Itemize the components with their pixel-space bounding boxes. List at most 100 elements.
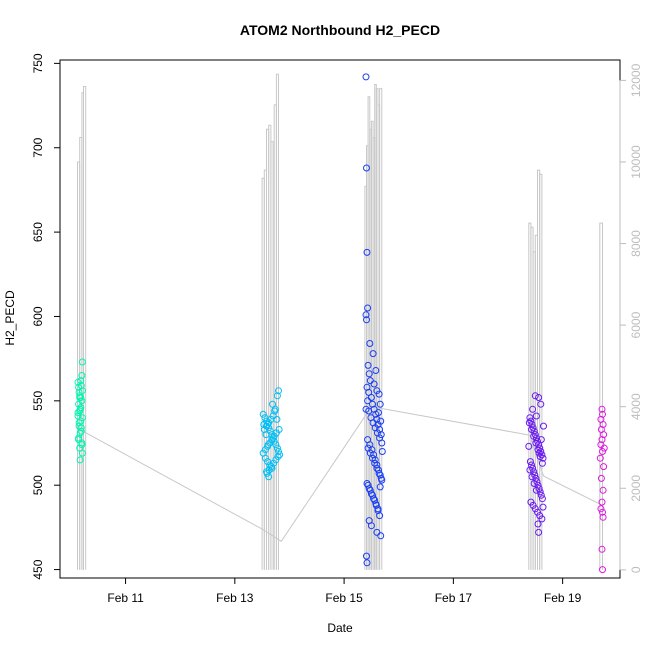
data-point — [600, 463, 608, 471]
data-point — [77, 417, 85, 425]
data-point — [78, 449, 86, 457]
data-point — [599, 486, 607, 494]
y-tick-label: 700 — [31, 137, 45, 157]
data-point — [260, 421, 268, 428]
data-point — [600, 444, 608, 452]
data-point — [78, 414, 86, 422]
data-point — [273, 415, 281, 423]
data-point — [76, 407, 84, 415]
data-point — [528, 473, 536, 481]
data-point — [275, 448, 282, 455]
data-point — [537, 491, 545, 499]
data-point — [599, 448, 606, 455]
data-point — [269, 434, 277, 442]
data-point — [528, 426, 535, 433]
data-point — [377, 431, 385, 439]
data-point — [525, 419, 533, 427]
data-point — [376, 512, 384, 520]
x-axis-label: Date — [327, 621, 353, 635]
data-point — [77, 382, 85, 390]
gray-spike — [379, 88, 383, 570]
data-point — [376, 400, 384, 408]
data-point — [599, 421, 607, 428]
data-point — [76, 456, 84, 464]
data-point — [276, 451, 284, 459]
data-point — [376, 483, 384, 491]
data-point — [526, 466, 534, 474]
data-point — [534, 446, 542, 454]
data-point — [526, 458, 534, 466]
data-point — [535, 394, 543, 401]
data-point — [528, 461, 535, 469]
x-tick-label: Feb 17 — [435, 591, 473, 605]
data-point — [377, 474, 385, 482]
data-point — [75, 436, 83, 444]
data-point — [537, 436, 545, 444]
data-point — [364, 397, 372, 405]
data-point — [370, 380, 378, 388]
points-layer — [74, 73, 608, 574]
data-point — [366, 340, 374, 347]
y2-tick-label: 10000 — [629, 145, 643, 179]
data-point — [262, 431, 270, 439]
data-point — [538, 515, 546, 523]
data-point — [378, 448, 386, 455]
y-tick-label: 650 — [31, 222, 45, 242]
data-point — [275, 387, 282, 395]
y2-tick-label: 12000 — [629, 63, 643, 97]
data-point — [532, 486, 540, 494]
data-point — [539, 503, 547, 511]
y2-tick-label: 4000 — [629, 393, 643, 420]
data-point — [362, 405, 370, 413]
data-point — [74, 409, 82, 417]
data-point — [78, 372, 86, 379]
y-tick-label: 750 — [31, 53, 45, 73]
data-point — [532, 439, 540, 447]
data-point — [529, 405, 537, 413]
data-point — [535, 528, 543, 536]
data-point — [535, 449, 543, 457]
data-point — [376, 471, 384, 479]
data-point — [597, 505, 605, 513]
data-point — [378, 439, 386, 447]
data-point — [78, 358, 86, 366]
data-point — [540, 422, 547, 430]
data-point — [598, 498, 606, 506]
data-point — [363, 248, 371, 256]
data-point — [264, 441, 272, 449]
x-tick-label: Feb 13 — [216, 591, 254, 605]
data-point — [373, 461, 381, 469]
data-point — [537, 400, 545, 408]
y-tick-label: 500 — [31, 475, 45, 495]
data-point — [538, 459, 546, 467]
data-point — [372, 367, 380, 374]
data-point — [264, 421, 272, 428]
gray-spike — [83, 86, 87, 570]
data-point — [363, 316, 370, 324]
data-point — [363, 164, 370, 172]
data-point — [76, 429, 84, 437]
data-point — [526, 414, 534, 422]
gray-line-layer — [77, 73, 603, 570]
data-point — [77, 377, 85, 385]
data-point — [265, 466, 273, 474]
data-point — [373, 387, 381, 395]
data-point — [531, 392, 539, 400]
data-point — [598, 545, 606, 553]
data-point — [536, 444, 544, 452]
chart-title: ATOM2 Northbound H2_PECD — [240, 22, 440, 38]
data-point — [363, 552, 370, 560]
data-point — [365, 370, 373, 378]
data-point — [269, 400, 276, 408]
data-point — [369, 350, 377, 358]
data-point — [364, 304, 372, 312]
data-point — [599, 508, 606, 516]
y-tick-label: 450 — [31, 559, 45, 579]
data-point — [536, 453, 544, 460]
data-point — [364, 361, 372, 369]
data-point — [530, 432, 538, 440]
data-point — [78, 441, 86, 449]
data-point — [377, 417, 385, 425]
gray-spike — [599, 222, 603, 570]
